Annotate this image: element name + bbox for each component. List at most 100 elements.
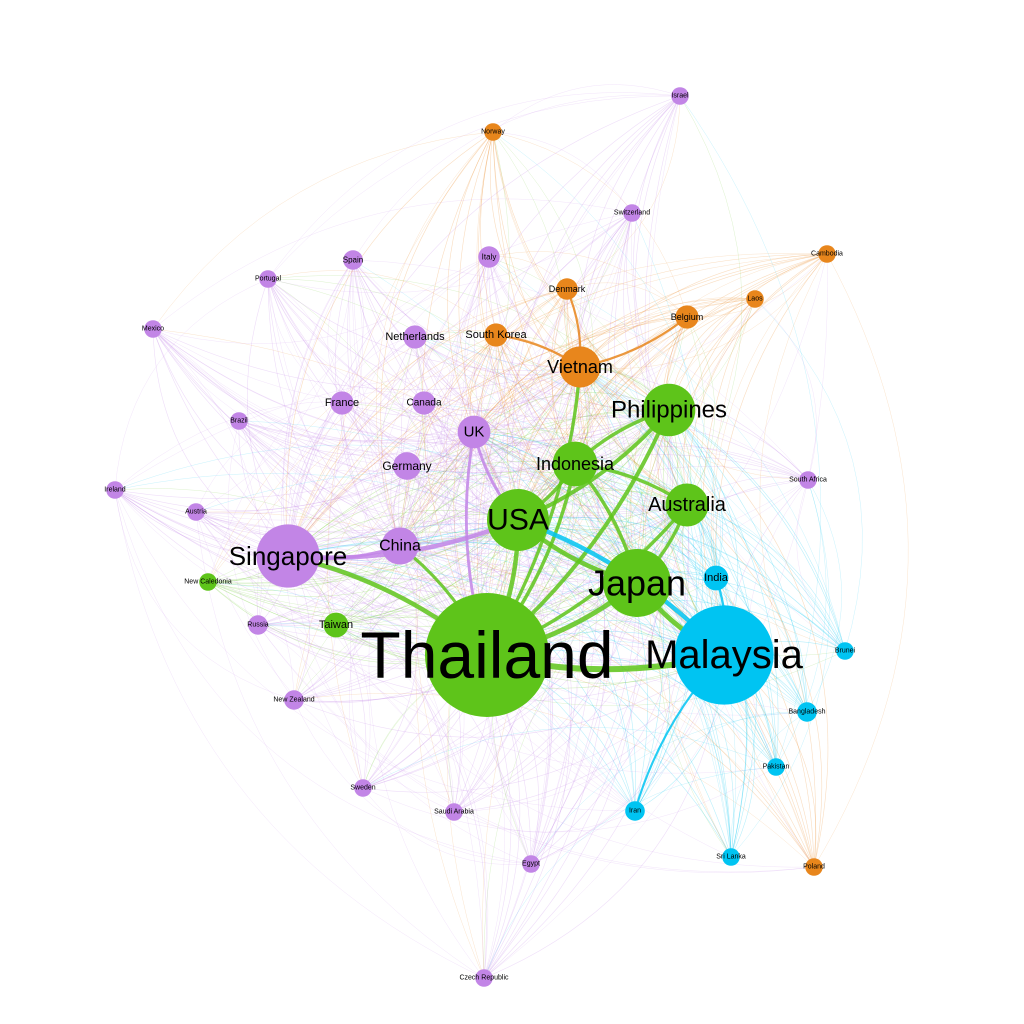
label-japan: Japan [588, 563, 686, 604]
edge [775, 479, 827, 768]
edge [574, 463, 846, 652]
edge [517, 519, 846, 657]
node-vietnam [559, 346, 601, 388]
edge [574, 445, 809, 481]
edge [473, 288, 568, 433]
edge [287, 409, 670, 557]
edge [238, 420, 519, 526]
node-pakistan [767, 758, 785, 776]
node-iran [625, 801, 645, 821]
edge [473, 431, 808, 713]
node-russia [248, 615, 268, 635]
edge [267, 278, 488, 656]
edge [341, 402, 688, 509]
edge [579, 297, 756, 368]
edge [362, 726, 777, 789]
node-czech [475, 969, 493, 987]
edge [287, 555, 489, 979]
edge [335, 336, 424, 626]
edge [257, 624, 815, 873]
edge [579, 366, 808, 713]
edge [686, 253, 828, 506]
edge [267, 275, 670, 411]
label-belgium: Belgium [671, 312, 704, 322]
edge [352, 259, 638, 584]
label-singapore: Singapore [229, 541, 348, 571]
edge [195, 259, 354, 513]
edge [447, 131, 494, 433]
node-brunei [836, 642, 854, 660]
edge [517, 517, 846, 652]
label-thailand: Thailand [360, 618, 613, 692]
edge [414, 336, 725, 656]
edge [512, 95, 681, 521]
edge [492, 84, 681, 133]
edge [257, 366, 581, 626]
label-layer: Thailand Malaysia Japan USA Singapore Philipp… [104, 93, 855, 982]
edge [483, 504, 690, 979]
edge [114, 489, 636, 812]
edge [341, 402, 638, 584]
edge [702, 298, 756, 656]
edge [287, 366, 581, 557]
edge [257, 624, 532, 865]
edge [399, 288, 568, 547]
edge [683, 298, 756, 506]
edge [195, 511, 485, 979]
edge [399, 316, 688, 547]
edge [238, 366, 581, 442]
edge [257, 465, 408, 626]
edge [287, 555, 815, 868]
label-newzealand: New Zealand [273, 697, 314, 704]
edge [668, 409, 808, 713]
edge [668, 409, 779, 768]
edge [473, 253, 828, 433]
edge [257, 624, 364, 789]
edge [473, 431, 553, 865]
edge [195, 402, 343, 513]
edge [267, 278, 670, 420]
edge [238, 420, 401, 547]
edge [399, 545, 505, 979]
edge [473, 95, 681, 865]
edge [207, 253, 828, 583]
edge [287, 461, 576, 557]
edge [227, 420, 295, 701]
label-spain: Spain [343, 256, 363, 265]
edge [195, 471, 846, 652]
edge [634, 711, 808, 812]
edge [287, 442, 809, 557]
edge [399, 545, 636, 812]
edge [579, 366, 846, 652]
edge [399, 545, 732, 858]
label-saudiarabia: Saudi Arabia [434, 809, 474, 816]
edge [579, 366, 717, 579]
edge [195, 511, 638, 597]
edge [238, 420, 408, 472]
node-india [703, 565, 729, 591]
edge [579, 253, 828, 368]
node-japan [603, 549, 671, 617]
edge [195, 366, 581, 521]
node-philippines [642, 383, 696, 437]
edge [350, 256, 490, 789]
edge [517, 253, 828, 521]
edge [257, 288, 568, 626]
edge [464, 256, 490, 433]
edge [423, 253, 828, 405]
edge [152, 256, 490, 345]
edge [152, 328, 408, 467]
edge [574, 463, 648, 812]
label-southkorea: South Korea [465, 329, 527, 341]
edge [579, 253, 828, 369]
edge [352, 259, 475, 433]
edge [267, 278, 343, 404]
edge [423, 402, 670, 429]
label-india: India [704, 572, 729, 584]
edge [406, 212, 633, 467]
edge [486, 298, 756, 656]
edge [488, 256, 670, 411]
edge [473, 256, 519, 521]
edge [152, 328, 289, 557]
edge [257, 545, 401, 626]
